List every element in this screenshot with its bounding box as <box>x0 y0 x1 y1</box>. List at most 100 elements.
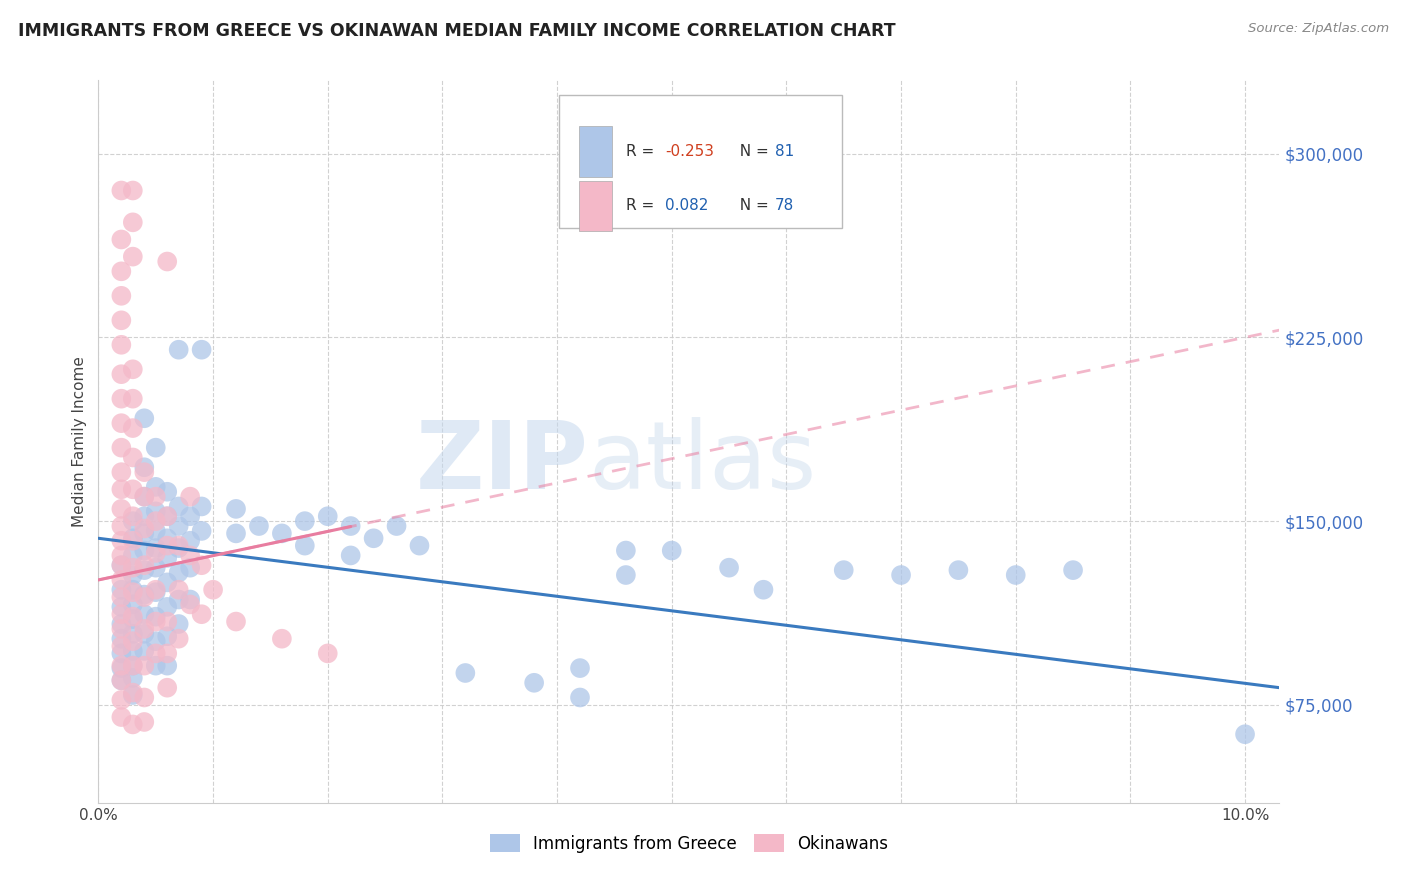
Point <box>110 313 132 327</box>
Point <box>752 582 775 597</box>
Point <box>890 568 912 582</box>
Point <box>121 585 143 599</box>
Point <box>121 658 143 673</box>
Text: N =: N = <box>730 198 773 213</box>
Point <box>121 688 143 702</box>
Point <box>167 539 190 553</box>
Point <box>110 465 132 479</box>
Point <box>156 615 179 629</box>
Point <box>134 490 156 504</box>
Point <box>156 599 179 614</box>
Point <box>569 661 592 675</box>
Point <box>270 526 292 541</box>
Point <box>316 509 339 524</box>
Point <box>167 500 190 514</box>
Point <box>134 490 156 504</box>
Point <box>121 483 143 497</box>
Point <box>167 582 190 597</box>
Point <box>247 519 270 533</box>
Point <box>156 539 179 553</box>
Text: -0.253: -0.253 <box>665 144 714 159</box>
Point <box>121 582 143 597</box>
Point <box>1004 568 1026 582</box>
Text: Source: ZipAtlas.com: Source: ZipAtlas.com <box>1249 22 1389 36</box>
Point <box>316 647 339 661</box>
Point <box>190 607 212 622</box>
Point <box>156 254 179 268</box>
Point <box>190 343 212 357</box>
Point <box>145 647 167 661</box>
Point <box>121 421 143 435</box>
Point <box>110 232 132 246</box>
Point <box>110 533 132 548</box>
Point <box>110 519 132 533</box>
Point <box>167 592 190 607</box>
Point <box>190 500 212 514</box>
Point <box>145 615 167 629</box>
Point <box>145 541 167 555</box>
Point <box>569 690 592 705</box>
Point <box>134 644 156 658</box>
Point <box>121 450 143 465</box>
Point <box>134 521 156 535</box>
Point <box>110 661 132 675</box>
Text: R =: R = <box>626 144 659 159</box>
Point <box>121 509 143 524</box>
Point <box>121 671 143 685</box>
Text: 0.082: 0.082 <box>665 198 709 213</box>
Point <box>156 550 179 565</box>
Point <box>179 549 201 563</box>
Point <box>145 609 167 624</box>
Bar <box>579 180 612 231</box>
Point <box>145 514 167 528</box>
Point <box>121 627 143 641</box>
Point <box>110 264 132 278</box>
Point <box>179 592 201 607</box>
Point <box>121 531 143 545</box>
Text: 81: 81 <box>775 144 794 159</box>
Point <box>145 546 167 560</box>
Point <box>190 558 212 573</box>
Point <box>121 215 143 229</box>
Point <box>121 612 143 626</box>
Point <box>110 617 132 632</box>
Point <box>156 629 179 643</box>
Point <box>948 563 970 577</box>
Point <box>121 658 143 673</box>
Point <box>134 543 156 558</box>
Point <box>121 685 143 699</box>
Point <box>134 509 156 524</box>
Point <box>167 566 190 580</box>
Point <box>110 673 132 688</box>
Point <box>167 343 190 357</box>
Point <box>110 658 132 673</box>
Point <box>294 539 316 553</box>
Point <box>110 582 132 597</box>
Point <box>385 519 408 533</box>
Point <box>110 590 132 604</box>
Point <box>110 483 132 497</box>
Point <box>110 558 132 573</box>
Legend: Immigrants from Greece, Okinawans: Immigrants from Greece, Okinawans <box>484 828 894 860</box>
Point <box>121 362 143 376</box>
Point <box>145 441 167 455</box>
Point <box>225 615 247 629</box>
Point <box>167 632 190 646</box>
Point <box>134 563 156 577</box>
Point <box>167 617 190 632</box>
Point <box>156 647 179 661</box>
Point <box>110 184 132 198</box>
Point <box>145 560 167 574</box>
Point <box>134 411 156 425</box>
Point <box>110 639 132 653</box>
Point <box>661 543 683 558</box>
Point <box>134 627 156 641</box>
Point <box>110 289 132 303</box>
Point <box>145 490 167 504</box>
Y-axis label: Median Family Income: Median Family Income <box>72 356 87 527</box>
Text: ZIP: ZIP <box>416 417 589 509</box>
Point <box>339 519 361 533</box>
Point <box>832 563 855 577</box>
Point <box>121 717 143 731</box>
Point <box>110 673 132 688</box>
